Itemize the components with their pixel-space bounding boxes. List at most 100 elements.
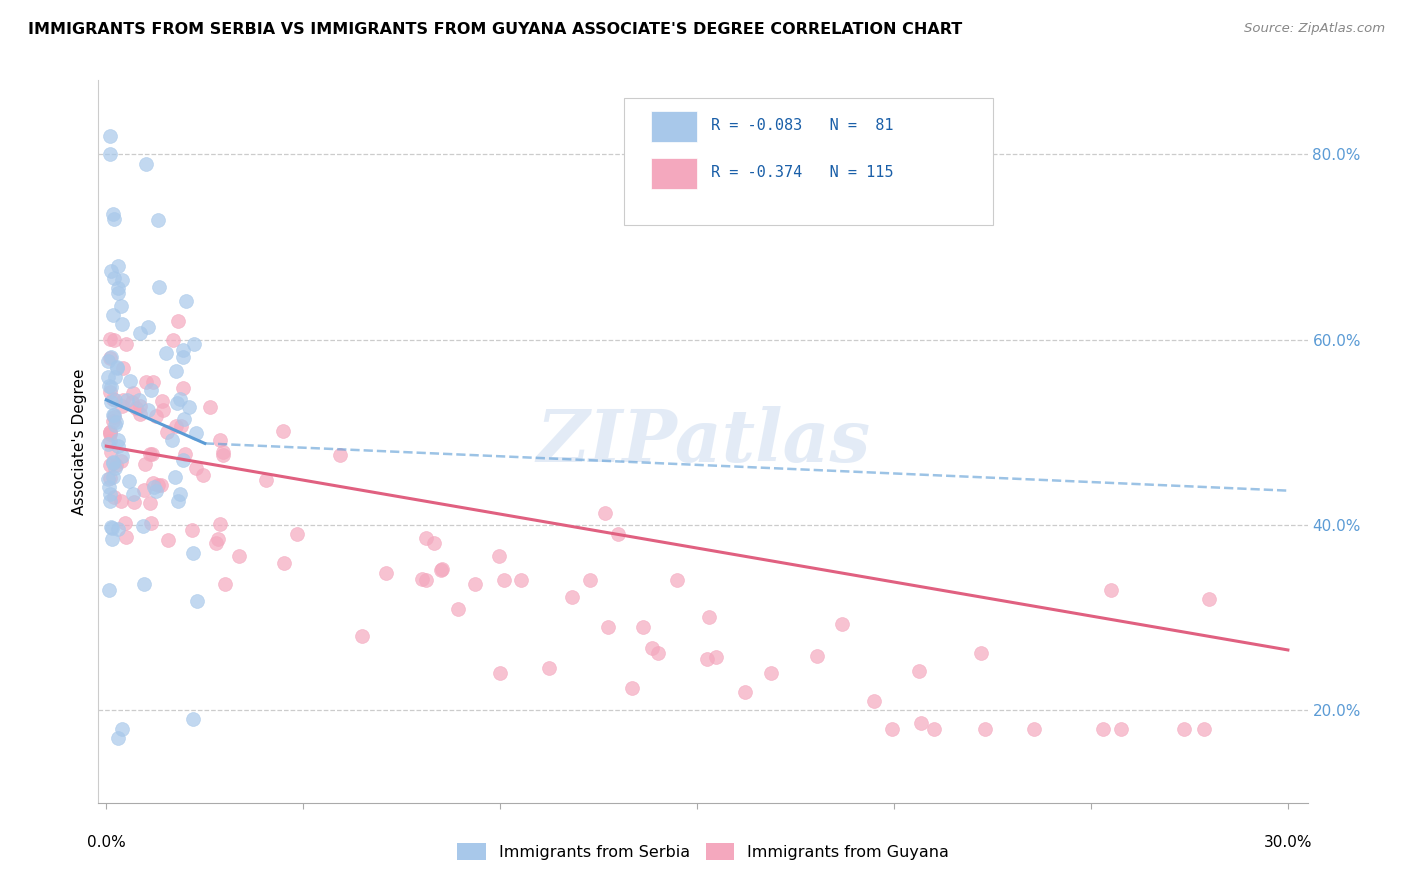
Point [101,456,124,470]
Point [120,374,142,388]
Point [143,480,166,494]
Text: R = -0.374   N = 115: R = -0.374 N = 115 [711,165,894,180]
Point [111,722,134,736]
Bar [651,112,697,142]
Point [145,483,167,498]
Point [180,523,202,537]
Point [146,477,169,491]
Point [165,364,187,378]
Point [166,494,188,508]
Point [101,207,124,221]
Point [121,395,143,409]
Point [128,393,150,408]
Point [114,516,136,531]
Text: ZIPatlas: ZIPatlas [536,406,870,477]
Point [103,212,125,227]
Point [908,665,931,679]
Point [129,326,152,340]
Point [463,577,485,591]
Point [98,384,121,399]
Point [181,546,204,560]
Point [561,591,583,605]
Point [100,520,122,534]
Point [1198,592,1220,607]
Point [132,519,155,533]
Point [103,333,125,347]
Point [104,415,127,429]
Point [537,661,560,675]
Point [97,472,120,486]
Point [98,351,121,366]
Point [104,461,127,475]
Point [110,300,132,314]
Point [100,380,122,394]
Point [100,394,122,409]
Point [125,401,148,416]
Point [157,533,180,548]
Point [100,532,122,546]
Point [141,448,163,462]
Point [134,457,156,471]
Point [169,392,191,406]
Text: R = -0.083   N =  81: R = -0.083 N = 81 [711,119,894,133]
Point [100,263,122,277]
Point [1192,722,1215,736]
Point [184,461,207,475]
Point [641,640,664,655]
Point [128,399,150,413]
Point [122,386,145,401]
Point [101,521,124,535]
Point [172,343,194,358]
Point [103,392,125,407]
Point [101,408,124,422]
Point [430,562,453,576]
Point [100,351,122,365]
Point [111,273,134,287]
Point [352,629,374,643]
Point [100,445,122,459]
Point [114,336,136,351]
Point [831,616,853,631]
Point [104,417,127,432]
Point [167,314,190,328]
Point [1173,722,1195,736]
Bar [651,158,697,189]
Point [165,418,187,433]
Point [974,722,997,736]
Point [228,549,250,564]
Point [759,666,782,681]
Point [173,412,195,426]
Point [285,527,308,541]
Point [122,495,145,509]
Point [142,475,165,490]
Point [593,506,616,520]
Point [415,531,437,545]
Point [107,286,129,301]
Point [704,650,727,665]
Point [170,419,193,434]
Point [374,566,396,580]
Point [98,147,121,161]
Point [134,577,156,591]
Point [97,369,120,384]
Point [411,573,433,587]
Point [132,483,155,497]
Point [138,319,160,334]
Point [329,448,352,462]
Point [150,394,173,409]
Text: Source: ZipAtlas.com: Source: ZipAtlas.com [1244,22,1385,36]
Point [107,281,129,295]
Y-axis label: Associate's Degree: Associate's Degree [72,368,87,515]
Point [97,378,120,392]
Point [430,563,453,577]
Point [98,458,121,472]
Point [101,413,124,427]
Point [1022,722,1045,736]
Point [98,427,121,442]
Point [910,715,932,730]
Point [103,270,125,285]
Point [212,448,235,462]
Point [596,620,619,634]
Point [111,399,134,413]
Text: IMMIGRANTS FROM SERBIA VS IMMIGRANTS FROM GUYANA ASSOCIATE'S DEGREE CORRELATION : IMMIGRANTS FROM SERBIA VS IMMIGRANTS FRO… [28,22,962,37]
